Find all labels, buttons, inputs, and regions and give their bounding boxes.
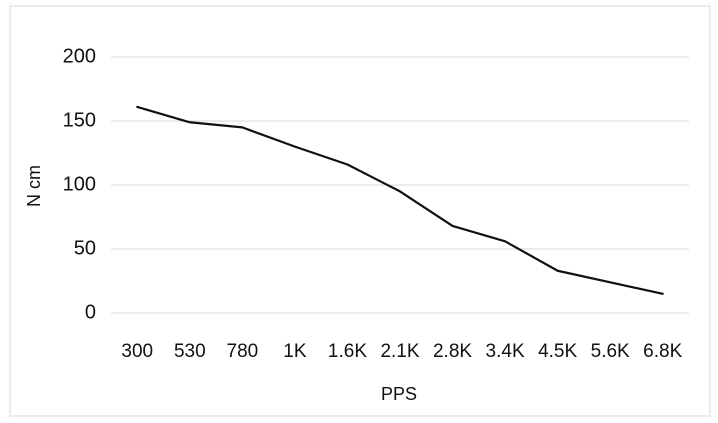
x-tick-label: 4.5K <box>538 341 577 362</box>
x-tick-label: 1K <box>283 341 307 362</box>
series-group <box>136 105 664 295</box>
y-tick-label: 150 <box>63 109 96 131</box>
y-axis-tick-labels: 0 50 100 150 200 <box>63 45 96 323</box>
x-tick-label: 1.6K <box>328 341 367 362</box>
x-tick-label: 780 <box>227 341 259 362</box>
x-axis-title: PPS <box>381 384 417 404</box>
x-tick-label: 530 <box>174 341 206 362</box>
x-axis-tick-labels: 300 530 780 1K 1.6K 2.1K 2.8K 3.4K 4.5K 5.6K 6.8K <box>121 341 682 362</box>
x-tick-label: 2.1K <box>380 341 419 362</box>
x-tick-label: 3.4K <box>486 341 525 362</box>
y-tick-label: 0 <box>85 301 96 323</box>
y-axis-title: N cm <box>24 165 44 207</box>
x-tick-label: 6.8K <box>643 341 682 362</box>
series-line <box>136 105 664 295</box>
y-tick-label: 50 <box>74 237 96 259</box>
y-tick-label: 100 <box>63 173 96 195</box>
chart-frame <box>9 5 711 417</box>
gridlines-group <box>111 56 689 314</box>
x-tick-label: 2.8K <box>433 341 472 362</box>
x-tick-label: 5.6K <box>591 341 630 362</box>
y-tick-label: 200 <box>63 45 96 67</box>
x-tick-label: 300 <box>121 341 153 362</box>
